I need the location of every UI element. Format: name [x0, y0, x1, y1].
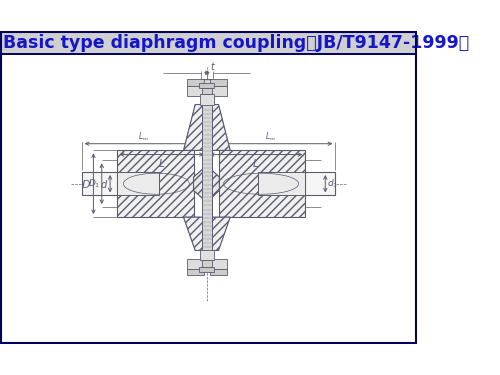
Bar	[210, 80, 227, 86]
Bar	[208, 259, 227, 269]
Bar	[202, 88, 212, 94]
Bar	[187, 269, 204, 276]
Text: $t$: $t$	[210, 60, 216, 72]
Text: $L$: $L$	[158, 157, 166, 169]
Text: $d$: $d$	[100, 178, 108, 190]
Text: $L_{推荐}$: $L_{推荐}$	[138, 130, 150, 142]
Bar	[82, 172, 117, 195]
Bar	[200, 83, 214, 88]
Polygon shape	[194, 165, 220, 202]
Bar	[187, 259, 205, 269]
Text: $L$: $L$	[252, 157, 260, 169]
Bar	[202, 261, 212, 267]
Bar	[117, 172, 159, 195]
Bar	[200, 267, 214, 272]
Bar	[220, 150, 306, 217]
Text: $d_1$: $d_1$	[327, 177, 338, 190]
Text: $D$: $D$	[81, 178, 91, 190]
Bar	[208, 86, 227, 96]
Bar	[202, 80, 212, 272]
Bar	[200, 94, 213, 105]
Bar	[117, 150, 194, 217]
Bar	[187, 86, 205, 96]
Bar	[0, 31, 417, 54]
Bar	[187, 80, 204, 86]
Polygon shape	[184, 105, 230, 150]
Bar	[220, 150, 306, 217]
Bar	[306, 172, 336, 195]
Bar	[117, 150, 194, 217]
Bar	[210, 269, 227, 276]
Text: Basic type diaphragm coupling（JB/T9147-1999）: Basic type diaphragm coupling（JB/T9147-1…	[4, 34, 469, 52]
Text: $L_{推荐}$: $L_{推荐}$	[265, 130, 277, 142]
Polygon shape	[184, 217, 230, 250]
Bar	[200, 251, 213, 261]
Bar	[258, 172, 306, 195]
Text: $D_1$: $D_1$	[88, 177, 100, 190]
